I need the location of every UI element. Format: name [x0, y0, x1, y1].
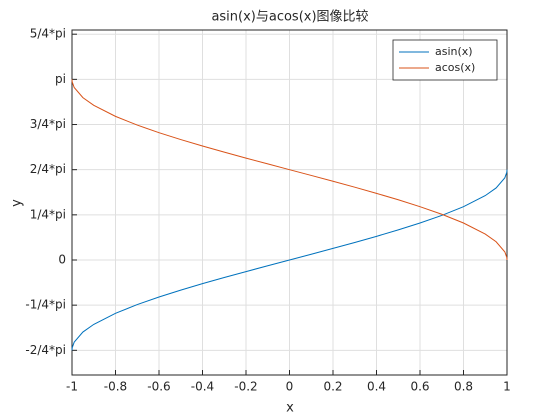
x-tick-label: 0.6 — [410, 380, 429, 394]
x-tick-label: -0.6 — [147, 380, 170, 394]
legend-box — [392, 39, 498, 81]
y-tick-label: 5/4*pi — [30, 27, 66, 41]
y-tick-label: 3/4*pi — [30, 117, 66, 131]
x-tick-label: 1 — [503, 380, 511, 394]
x-tick-label: -0.8 — [104, 380, 127, 394]
x-tick-label: 0.2 — [323, 380, 342, 394]
y-tick-label: 0 — [58, 253, 66, 267]
axes-box — [71, 29, 508, 376]
y-tick-label: 1/4*pi — [30, 207, 66, 221]
y-axis-label: y — [10, 199, 25, 207]
legend-label: acos(x) — [435, 61, 475, 74]
y-tick-label: 2/4*pi — [30, 162, 66, 176]
y-tick-label: -1/4*pi — [25, 298, 66, 312]
x-axis-label: x — [286, 401, 294, 416]
legend-label: asin(x) — [435, 45, 473, 58]
x-tick-label: 0.8 — [454, 380, 473, 394]
y-tick-label: -2/4*pi — [25, 343, 66, 357]
y-tick-label: pi — [55, 72, 66, 86]
legend: asin(x) acos(x) — [392, 39, 498, 81]
x-tick-label: 0 — [286, 380, 294, 394]
x-tick-label: 0.4 — [367, 380, 386, 394]
line-series — [71, 169, 508, 351]
line-series — [71, 79, 508, 261]
x-tick-label: -1 — [66, 380, 78, 394]
x-tick-label: -0.2 — [234, 380, 257, 394]
x-tick-label: -0.4 — [191, 380, 214, 394]
chart-title: asin(x)与acos(x)图像比较 — [211, 10, 368, 25]
